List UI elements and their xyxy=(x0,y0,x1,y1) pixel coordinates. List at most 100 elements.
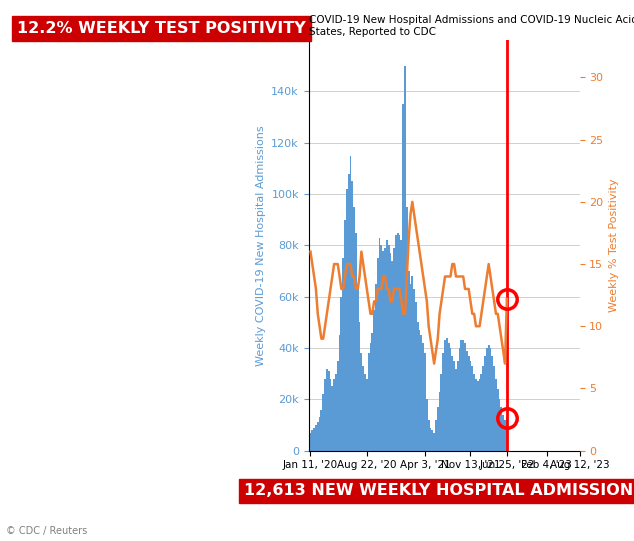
Bar xyxy=(428,420,430,451)
Bar xyxy=(491,355,493,451)
Bar xyxy=(404,66,406,451)
Bar xyxy=(415,302,417,451)
Y-axis label: Weekly % Test Positivity: Weekly % Test Positivity xyxy=(609,179,619,312)
Bar xyxy=(309,433,311,451)
Bar xyxy=(489,348,491,451)
Bar xyxy=(359,322,361,451)
Bar xyxy=(457,361,458,451)
Bar xyxy=(413,289,415,451)
Bar xyxy=(388,246,389,451)
Bar xyxy=(441,374,443,451)
Bar xyxy=(368,353,370,451)
Bar xyxy=(377,258,378,451)
Bar xyxy=(317,423,319,451)
Bar xyxy=(322,394,324,451)
Bar xyxy=(460,340,462,451)
Bar xyxy=(397,233,399,451)
Bar xyxy=(386,240,388,451)
Bar xyxy=(399,235,401,451)
Text: COVID-19 New Hospital Admissions and COVID-19 Nucleic Acid Amplification Test (N: COVID-19 New Hospital Admissions and COV… xyxy=(309,15,634,37)
Bar xyxy=(497,389,499,451)
Bar xyxy=(324,379,326,451)
Bar xyxy=(420,335,422,451)
Bar xyxy=(481,374,482,451)
Bar xyxy=(333,379,335,451)
Bar xyxy=(466,351,468,451)
Bar xyxy=(401,240,403,451)
Bar xyxy=(389,253,391,451)
Bar xyxy=(443,353,444,451)
Bar xyxy=(439,392,441,451)
Bar xyxy=(362,366,364,451)
Bar xyxy=(370,343,372,451)
Bar xyxy=(335,374,337,451)
Bar xyxy=(395,235,397,451)
Y-axis label: Weekly COVID-19 New Hospital Admissions: Weekly COVID-19 New Hospital Admissions xyxy=(256,125,266,366)
Bar xyxy=(444,340,446,451)
Bar xyxy=(410,284,411,451)
Bar xyxy=(470,361,472,451)
Bar xyxy=(364,374,366,451)
Bar xyxy=(477,381,479,451)
Bar xyxy=(380,246,382,451)
Bar xyxy=(391,261,393,451)
Bar xyxy=(486,348,488,451)
Bar xyxy=(446,338,448,451)
Bar xyxy=(464,343,466,451)
Bar xyxy=(337,361,339,451)
Bar xyxy=(349,156,351,451)
Bar xyxy=(430,427,431,451)
Bar xyxy=(408,271,410,451)
Text: 12.2% WEEKLY TEST POSITIVITY: 12.2% WEEKLY TEST POSITIVITY xyxy=(17,21,306,36)
Bar xyxy=(403,104,404,451)
Bar xyxy=(313,427,315,451)
Bar xyxy=(326,368,328,451)
Bar xyxy=(418,330,420,451)
Bar xyxy=(495,379,497,451)
Bar xyxy=(493,366,495,451)
Bar xyxy=(340,296,342,451)
Bar xyxy=(499,399,500,451)
Bar xyxy=(346,189,348,451)
Text: 12,613 NEW WEEKLY HOSPITAL ADMISSIONS: 12,613 NEW WEEKLY HOSPITAL ADMISSIONS xyxy=(243,484,634,498)
Bar xyxy=(348,174,349,451)
Bar xyxy=(342,258,344,451)
Bar xyxy=(353,207,355,451)
Bar xyxy=(502,415,504,451)
Bar xyxy=(472,366,473,451)
Bar xyxy=(328,371,330,451)
Bar xyxy=(435,420,437,451)
Bar xyxy=(484,355,486,451)
Bar xyxy=(417,322,418,451)
Bar xyxy=(462,340,464,451)
Bar xyxy=(319,417,320,451)
Bar xyxy=(506,418,508,451)
Bar xyxy=(431,430,433,451)
Bar xyxy=(357,284,359,451)
Bar xyxy=(406,207,408,451)
Bar xyxy=(375,284,377,451)
Bar xyxy=(479,379,481,451)
Bar xyxy=(475,379,477,451)
Bar xyxy=(426,399,428,451)
Bar xyxy=(332,386,333,451)
Bar xyxy=(330,379,332,451)
Bar xyxy=(355,233,357,451)
Text: © CDC / Reuters: © CDC / Reuters xyxy=(6,526,87,536)
Bar xyxy=(382,250,384,451)
Bar xyxy=(422,343,424,451)
Bar xyxy=(361,353,362,451)
Bar xyxy=(450,348,451,451)
Bar xyxy=(315,425,317,451)
Bar xyxy=(504,420,506,451)
Bar xyxy=(393,248,395,451)
Bar xyxy=(372,333,373,451)
Bar xyxy=(384,248,386,451)
Bar xyxy=(320,410,322,451)
Bar xyxy=(411,276,413,451)
Bar xyxy=(351,181,353,451)
Bar xyxy=(488,346,489,451)
Bar xyxy=(437,407,439,451)
Bar xyxy=(378,237,380,451)
Bar xyxy=(453,361,455,451)
